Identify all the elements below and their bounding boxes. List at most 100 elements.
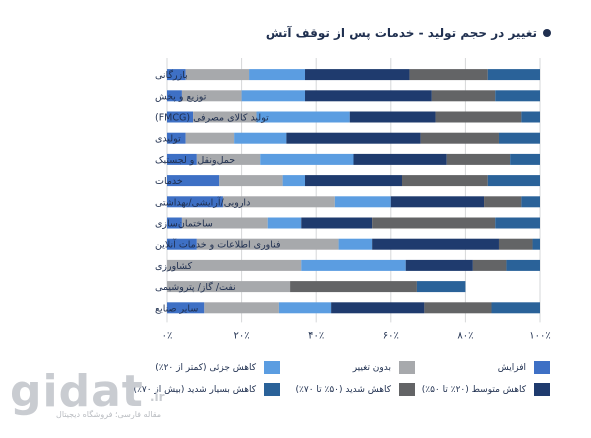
bar-segment [401, 175, 488, 187]
category-label: بازرگانی [155, 69, 188, 81]
chart-title: تغییر در حجم تولید - خدمات پس از توقف آت… [265, 26, 537, 40]
bar-segment [167, 302, 205, 314]
bar-segment [495, 90, 540, 102]
chart-title-wrap: تغییر در حجم تولید - خدمات پس از توقف آت… [266, 26, 551, 40]
stacked-bar-chart: بازرگانی توزیع و پخش تولید کالای مصرفی (FM… [155, 58, 551, 341]
bar-segment [301, 217, 373, 229]
legend-label: کاهش بسیار شدید (بیش از ۷۰٪) [133, 384, 256, 395]
bar-segment [167, 153, 197, 165]
legend-swatch [264, 361, 280, 374]
legend-swatch [534, 383, 550, 396]
bar-segment [305, 90, 432, 102]
bar-segment [196, 153, 261, 165]
bar-segment [521, 111, 540, 123]
bar-segment [167, 90, 182, 102]
bar-segment [390, 196, 485, 208]
bar-segment [372, 217, 496, 229]
bar-segment [405, 259, 473, 271]
bar-segment [416, 281, 466, 293]
bar-segment [487, 175, 540, 187]
legend-item: کاهش شدید (۵۰٪ تا ۷۰٪) [295, 383, 415, 396]
bar-segment [185, 132, 235, 144]
bar-segment [484, 196, 522, 208]
bar-segment [338, 238, 373, 250]
x-tick-label: ۴۰٪ [308, 330, 324, 341]
bar-segment [372, 238, 499, 250]
bar-segment [431, 90, 496, 102]
bar-segment [420, 132, 499, 144]
bar-segment [435, 111, 522, 123]
title-bullet [543, 29, 551, 37]
x-tick-label: ۰٪ [162, 330, 173, 341]
bar-segment [349, 111, 436, 123]
legend-item: کاهش بسیار شدید (بیش از ۷۰٪) [134, 383, 280, 396]
bar-segment [498, 238, 533, 250]
legend-label: افزایش [497, 362, 526, 373]
bar-segment [260, 153, 354, 165]
legend-label: کاهش جزئی (کمتر از ۲۰٪) [155, 362, 256, 373]
bar-segment [472, 259, 507, 271]
bar-segment [334, 196, 391, 208]
legend-swatch [399, 383, 415, 396]
category-label: حمل‌ونقل و لجستیک [155, 155, 235, 166]
bar-segment [193, 111, 257, 123]
legend-label: کاهش شدید (۵۰٪ تا ۷۰٪) [295, 384, 392, 395]
bar-segment [167, 69, 186, 81]
bar-segment [286, 132, 421, 144]
bar-segment [498, 132, 540, 144]
bar-segment [495, 217, 540, 229]
bar-segment [331, 302, 425, 314]
category-label: نفت/ گاز/ پتروشیمی [155, 281, 236, 293]
legend-item: بدون تغییر [353, 361, 415, 374]
bar-segment [167, 238, 197, 250]
bar-segment [167, 196, 223, 208]
bars [167, 69, 540, 314]
bar-segment [196, 238, 339, 250]
bar-segment [222, 196, 335, 208]
bar-segment [521, 196, 540, 208]
watermark: gidat .ir مقاله فارسی؛ فروشگاه دیجیتال [10, 370, 180, 430]
grid-lines [166, 58, 541, 323]
bar-segment [301, 259, 406, 271]
watermark-domain: .ir [150, 390, 165, 404]
bar-segment [424, 302, 492, 314]
bar-segment [446, 153, 511, 165]
bar-segment [249, 69, 306, 81]
bar-segment [167, 259, 302, 271]
bar-segment [353, 153, 447, 165]
legend: افزایش بدون تغییر کاهش جزئی (کمتر از ۲۰٪) ک… [134, 361, 550, 401]
category-label: سایر صنایع [155, 303, 198, 314]
bar-segment [487, 69, 540, 81]
bar-segment [305, 175, 402, 187]
watermark-subtitle: مقاله فارسی؛ فروشگاه دیجیتال [56, 410, 162, 419]
legend-swatch [264, 383, 280, 396]
legend-swatch [399, 361, 415, 374]
bar-segment [278, 302, 332, 314]
legend-item: کاهش جزئی (کمتر از ۲۰٪) [155, 361, 280, 374]
legend-label: بدون تغییر [352, 362, 391, 373]
legend-label: کاهش متوسط (۲۰٪ تا ۵۰٪) [421, 384, 526, 395]
category-label: تولید کالای مصرفی (FMCG) [155, 113, 269, 124]
bar-segment [167, 111, 194, 123]
bar-segment [234, 132, 287, 144]
bar-segment [491, 302, 540, 314]
watermark-logo: gidat [10, 366, 144, 417]
x-tick-label: ۶۰٪ [383, 330, 399, 341]
category-label: ساختمان‌سازی [155, 219, 213, 230]
x-axis-ticks: ۰٪ ۲۰٪ ۴۰٪ ۶۰٪ ۸۰٪ ۱۰۰٪ [162, 330, 551, 341]
legend-item: کاهش متوسط (۲۰٪ تا ۵۰٪) [422, 383, 550, 396]
category-label: کشاورزی [155, 261, 193, 272]
legend-item: افزایش [498, 361, 550, 374]
bar-segment [290, 281, 417, 293]
bar-segment [204, 302, 279, 314]
bar-segment [167, 175, 220, 187]
bar-segment [167, 132, 186, 144]
bar-segment [181, 217, 268, 229]
x-tick-label: ۱۰۰٪ [529, 330, 550, 341]
x-tick-label: ۲۰٪ [234, 330, 250, 341]
category-label: توزیع و پخش [155, 91, 207, 102]
bar-segment [532, 238, 540, 250]
bar-segment [167, 281, 291, 293]
bar-segment [181, 90, 242, 102]
category-label: فناوری اطلاعات و خدمات آنلاین [155, 238, 281, 251]
